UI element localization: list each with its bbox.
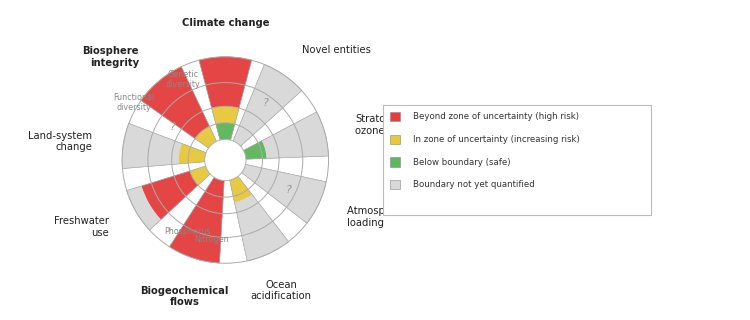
Text: Nitrogen: Nitrogen	[194, 235, 229, 244]
Circle shape	[209, 143, 242, 177]
Circle shape	[225, 159, 226, 161]
Circle shape	[216, 150, 235, 170]
Wedge shape	[235, 194, 289, 261]
Wedge shape	[199, 57, 251, 108]
Wedge shape	[230, 176, 289, 261]
Wedge shape	[195, 126, 217, 148]
Wedge shape	[170, 177, 224, 263]
Text: ?: ?	[286, 185, 292, 195]
Circle shape	[217, 152, 233, 168]
Text: Freshwater
use: Freshwater use	[54, 216, 109, 238]
Circle shape	[205, 139, 246, 181]
Circle shape	[219, 154, 232, 166]
Circle shape	[214, 148, 237, 172]
Wedge shape	[141, 67, 209, 139]
Wedge shape	[142, 171, 198, 220]
Wedge shape	[262, 112, 328, 158]
FancyBboxPatch shape	[383, 105, 650, 215]
Circle shape	[208, 143, 242, 177]
Wedge shape	[127, 186, 161, 230]
Text: ?: ?	[262, 98, 268, 108]
Circle shape	[223, 157, 228, 163]
Wedge shape	[233, 64, 302, 146]
Text: Land-system
change: Land-system change	[28, 131, 92, 152]
Text: Novel entities: Novel entities	[302, 45, 371, 55]
Wedge shape	[216, 123, 235, 140]
Wedge shape	[244, 112, 328, 159]
Circle shape	[206, 140, 245, 180]
Wedge shape	[122, 124, 182, 169]
Circle shape	[207, 141, 244, 179]
Text: Atmospheric aerosol
loading: Atmospheric aerosol loading	[347, 206, 449, 228]
Text: Biosphere
integrity: Biosphere integrity	[82, 46, 139, 68]
Wedge shape	[190, 166, 210, 185]
Circle shape	[217, 151, 234, 169]
Wedge shape	[242, 164, 326, 223]
Text: Phosphorus: Phosphorus	[164, 227, 211, 236]
Circle shape	[210, 145, 241, 175]
Wedge shape	[244, 141, 266, 159]
FancyBboxPatch shape	[391, 180, 400, 189]
Circle shape	[214, 149, 236, 171]
FancyBboxPatch shape	[391, 135, 400, 144]
Circle shape	[211, 146, 239, 174]
Wedge shape	[211, 106, 239, 124]
Circle shape	[224, 159, 226, 161]
Wedge shape	[233, 64, 302, 146]
Text: Functional
diversity: Functional diversity	[112, 93, 154, 112]
Wedge shape	[127, 166, 210, 230]
Circle shape	[220, 155, 231, 165]
Circle shape	[206, 141, 245, 179]
Text: ?: ?	[170, 122, 176, 132]
Circle shape	[218, 153, 232, 167]
Wedge shape	[170, 177, 224, 263]
Text: Biogeochemical
flows: Biogeochemical flows	[140, 286, 229, 307]
Circle shape	[215, 150, 236, 170]
Wedge shape	[230, 176, 252, 202]
Circle shape	[208, 142, 243, 178]
Text: Stratospheric
ozone depletion: Stratospheric ozone depletion	[355, 115, 434, 136]
Wedge shape	[242, 164, 326, 223]
Circle shape	[224, 158, 227, 162]
Wedge shape	[199, 57, 251, 140]
Wedge shape	[122, 124, 206, 169]
Text: Beyond zone of uncertainty (high risk): Beyond zone of uncertainty (high risk)	[413, 112, 579, 121]
FancyBboxPatch shape	[391, 112, 400, 121]
Wedge shape	[178, 144, 206, 164]
Circle shape	[215, 150, 236, 170]
Circle shape	[221, 156, 230, 164]
Circle shape	[212, 147, 238, 173]
Text: In zone of uncertainty (increasing risk): In zone of uncertainty (increasing risk)	[413, 135, 580, 144]
Circle shape	[213, 148, 238, 172]
Text: Genetic
diversity: Genetic diversity	[165, 70, 200, 89]
Circle shape	[220, 155, 230, 165]
Circle shape	[211, 146, 240, 174]
Circle shape	[222, 156, 229, 164]
Circle shape	[217, 152, 233, 168]
Text: Below boundary (safe): Below boundary (safe)	[413, 157, 511, 167]
Circle shape	[209, 144, 242, 176]
Circle shape	[220, 155, 230, 165]
Text: Boundary not yet quantified: Boundary not yet quantified	[413, 180, 535, 189]
Text: Climate change: Climate change	[182, 18, 269, 28]
FancyBboxPatch shape	[391, 157, 400, 167]
Wedge shape	[141, 67, 217, 148]
Text: Ocean
acidification: Ocean acidification	[251, 280, 312, 301]
